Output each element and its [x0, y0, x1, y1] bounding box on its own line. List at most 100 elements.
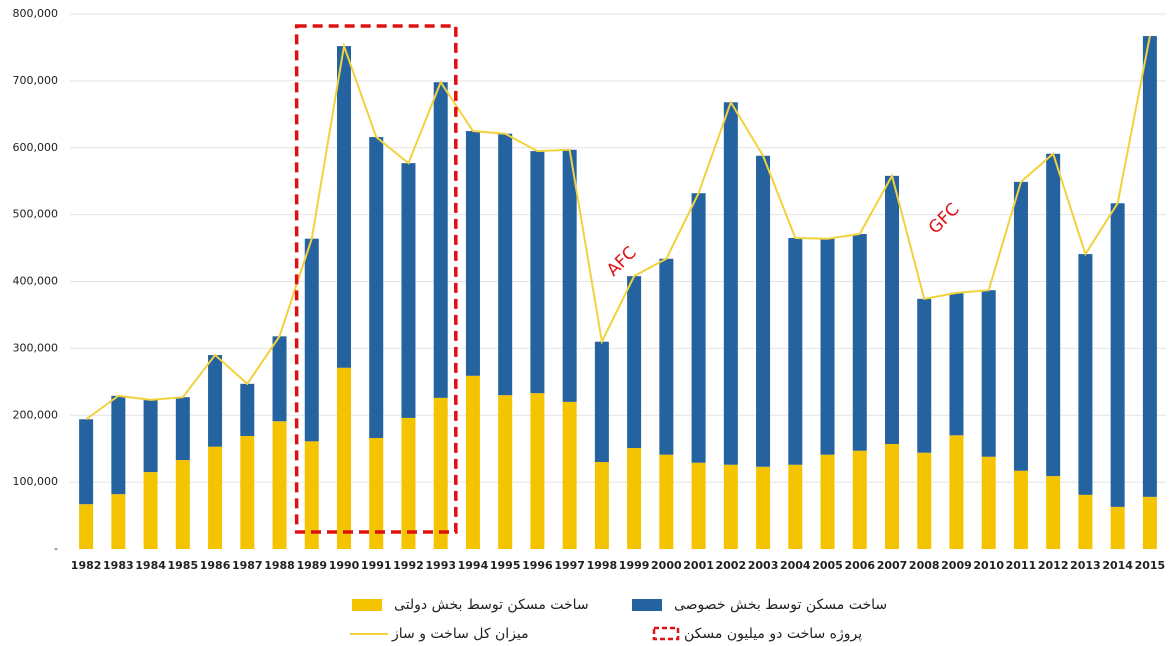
x-tick-label: 2013 [1070, 559, 1101, 572]
bar-segment [175, 397, 190, 461]
bar-segment [1110, 203, 1125, 507]
bar-segment [1142, 496, 1157, 549]
x-tick-label: 2001 [683, 559, 714, 572]
legend-label: پروژه ساخت دو میلیون مسکن [684, 626, 862, 642]
x-tick-label: 1986 [200, 559, 231, 572]
x-tick-label: 1993 [425, 559, 456, 572]
x-tick-label: 2003 [748, 559, 779, 572]
x-tick-label: 1987 [232, 559, 263, 572]
bar-segment [304, 238, 319, 442]
bar-segment [917, 452, 932, 549]
bar-segment [885, 444, 899, 549]
bar-segment [111, 494, 126, 549]
x-tick-label: 1982 [71, 559, 102, 572]
bar-segment [756, 155, 771, 467]
bar-segment [627, 448, 642, 549]
x-tick-label: 1985 [168, 559, 199, 572]
bar-segment [1013, 470, 1028, 549]
bar-segment [208, 355, 223, 447]
bar-segment [143, 399, 158, 473]
bar-segment [1110, 506, 1125, 549]
bar-segment [1046, 153, 1061, 477]
bar-segment [433, 82, 448, 398]
bar-segment [143, 472, 158, 549]
bar-segment [369, 437, 384, 549]
bar-segment [659, 454, 674, 549]
bar-segment [594, 462, 609, 549]
bar-segment [788, 464, 803, 549]
x-tick-label: 1991 [361, 559, 392, 572]
bar-segment [208, 446, 223, 549]
annotation: GFC [925, 200, 964, 239]
bar-segment [272, 336, 287, 422]
x-tick-label: 1984 [135, 559, 166, 572]
bar-segment [949, 435, 964, 549]
bar-segment [175, 460, 190, 549]
bar-segment [562, 401, 577, 549]
x-tick-label: 2004 [780, 559, 811, 572]
bar-segment [433, 397, 448, 549]
bar-segment [1078, 494, 1093, 549]
x-tick-label: 2005 [812, 559, 843, 572]
legend-label: ساخت مسکن توسط بخش دولتی [394, 597, 589, 613]
bar-segment [723, 102, 738, 465]
y-tick-label: - [54, 542, 58, 555]
bar-segment [1142, 36, 1157, 497]
bar-segment [1046, 476, 1061, 549]
legend-swatch [632, 599, 662, 611]
bar-segment [981, 456, 996, 549]
bar-segment [691, 193, 706, 463]
y-tick-label: 800,000 [13, 7, 59, 20]
bar-segment [820, 454, 835, 549]
x-tick-label: 1989 [296, 559, 327, 572]
y-tick-label: 700,000 [13, 74, 59, 87]
x-tick-label: 1988 [264, 559, 295, 572]
y-tick-label: 500,000 [13, 208, 59, 221]
bar-segment [852, 234, 867, 451]
x-tick-label: 1995 [490, 559, 521, 572]
y-tick-label: 300,000 [13, 341, 59, 354]
x-tick-label: 1999 [619, 559, 650, 572]
y-tick-label: 200,000 [13, 408, 59, 421]
x-tick-label: 1983 [103, 559, 134, 572]
legend-swatch [352, 599, 382, 611]
x-tick-label: 2009 [941, 559, 972, 572]
bar-segment [240, 383, 255, 436]
x-tick-label: 2011 [1006, 559, 1037, 572]
x-tick-label: 1997 [554, 559, 585, 572]
bar-segment [304, 441, 319, 549]
total-line [85, 35, 1151, 421]
bar-segment [498, 395, 513, 549]
bar-segment [1013, 181, 1028, 471]
bar-segment [885, 175, 899, 445]
bar-segment [337, 46, 351, 368]
bar-segment [659, 258, 674, 455]
x-tick-label: 1994 [458, 559, 489, 572]
bar-segment [594, 341, 609, 463]
x-tick-label: 1998 [587, 559, 618, 572]
bar-segment [465, 375, 480, 549]
bar-segment [79, 419, 94, 505]
x-tick-label: 1996 [522, 559, 553, 572]
bar-segment [1078, 254, 1093, 495]
bar-segment [917, 298, 932, 453]
bar-segment [981, 290, 996, 457]
x-tick-label: 2010 [973, 559, 1004, 572]
y-tick-label: 600,000 [13, 141, 59, 154]
bar-segment [756, 466, 771, 549]
bar-segment [401, 163, 416, 418]
bar-segment [498, 133, 513, 396]
bar-segment [530, 151, 545, 394]
bar-segment [79, 504, 94, 549]
bar-segment [240, 435, 255, 549]
x-tick-label: 2008 [909, 559, 940, 572]
bar-segment [369, 137, 384, 438]
bar-segment [337, 367, 351, 549]
bar-segment [272, 421, 287, 549]
bar-segment [111, 395, 126, 495]
x-tick-label: 2002 [716, 559, 747, 572]
bar-segment [627, 276, 642, 449]
legend-swatch [652, 626, 680, 641]
x-tick-label: 2007 [877, 559, 908, 572]
